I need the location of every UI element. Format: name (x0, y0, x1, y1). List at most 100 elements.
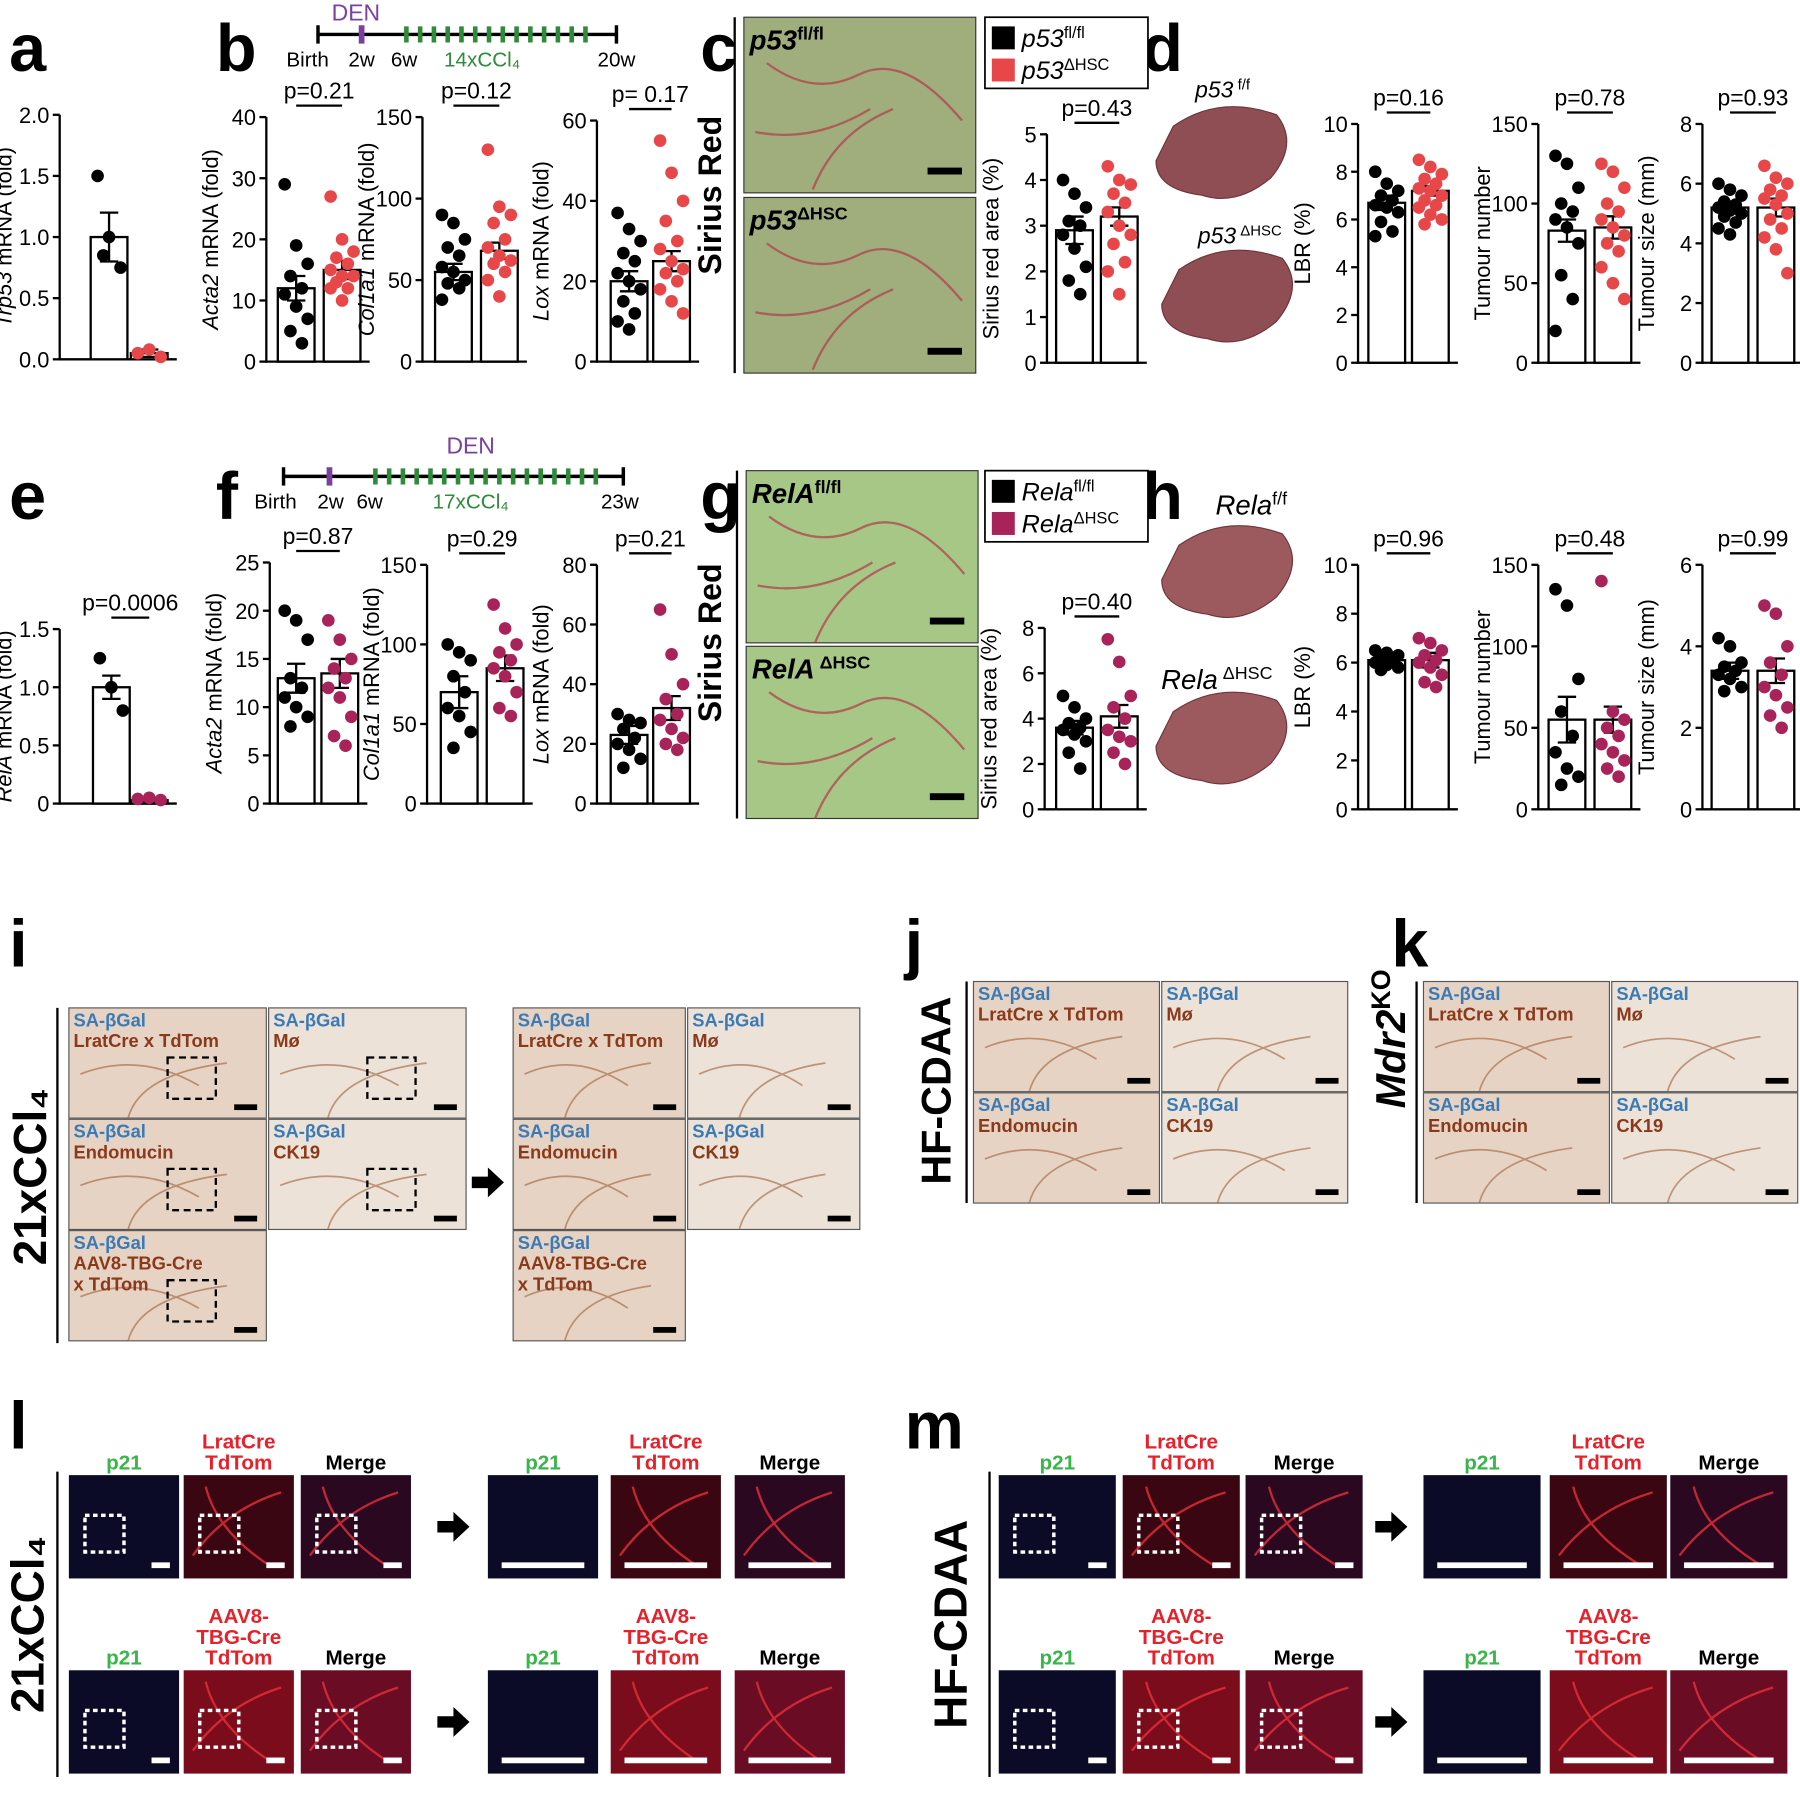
data-point (1723, 228, 1737, 241)
scale-bar (653, 1104, 677, 1111)
data-point (1758, 192, 1771, 205)
data-point (295, 336, 309, 350)
sa-bgal-label: SA-βGal (518, 1121, 590, 1142)
data-point (1595, 574, 1608, 588)
zoom-box (198, 1708, 241, 1749)
ihc-texture (80, 1284, 227, 1342)
image-label-sup: ΔHSC (797, 204, 848, 224)
data-point (1566, 292, 1580, 306)
fluorescence-image (1245, 1670, 1363, 1774)
arrow (471, 1167, 504, 1198)
y-axis-label: RelA mRNA (fold) (0, 630, 16, 802)
data-point (295, 281, 309, 295)
data-point (1618, 229, 1631, 242)
stain-side-label: Sirius Red (692, 563, 728, 722)
scale-bar (1088, 1562, 1107, 1569)
data-point (617, 246, 630, 260)
condition-side-label-sup: KO (1366, 969, 1396, 1009)
timeline-label: 6w (356, 491, 382, 514)
data-point (1618, 713, 1631, 726)
arrow (1375, 1707, 1408, 1737)
fluorescence-image (1549, 1475, 1667, 1579)
condition-side-label-gene: Mdr2 (1368, 1010, 1414, 1109)
y-tick-label: 2.0 (19, 103, 49, 128)
data-point (322, 614, 335, 627)
data-point (1549, 582, 1562, 596)
sa-bgal-label: SA-βGal (273, 1009, 345, 1030)
scale-bar (927, 167, 962, 175)
y-tick-label: 4 (1024, 168, 1036, 193)
data-point (622, 323, 636, 336)
data-point (659, 266, 673, 280)
data-point (611, 737, 624, 751)
y-tick-label: 50 (388, 268, 412, 293)
data-point (1560, 599, 1574, 612)
data-point (487, 216, 500, 230)
data-point (1572, 672, 1585, 686)
data-point (289, 700, 303, 714)
fluorescence-image (998, 1475, 1116, 1579)
y-tick-label: 150 (1492, 553, 1528, 578)
data-point (659, 737, 673, 751)
stain-label: CK19 (692, 1141, 739, 1162)
ihc-image (972, 1092, 1161, 1204)
legend-entry-sup: fl/fl (1074, 478, 1095, 496)
stain-label: Endomucin (978, 1115, 1078, 1136)
data-point (628, 307, 642, 320)
y-axis-label-text: mRNA (fold) (529, 161, 554, 286)
data-point (97, 249, 110, 262)
data-point (284, 269, 297, 283)
data-point (341, 281, 355, 295)
data-point (676, 194, 690, 208)
stain-label: Endomucin (1428, 1115, 1528, 1136)
ihc-image (972, 980, 1161, 1093)
data-point (665, 722, 678, 736)
data-point (670, 234, 684, 248)
stain-label: Mø (692, 1030, 719, 1051)
data-point (628, 731, 642, 745)
data-point (1549, 745, 1562, 759)
data-point (278, 288, 292, 301)
scale-bar (929, 617, 965, 625)
data-point (330, 251, 343, 265)
tdtom-signal (618, 1681, 709, 1764)
stain-label: x TdTom (518, 1273, 593, 1294)
zoom-box (166, 1056, 217, 1100)
data-point (339, 739, 352, 753)
data-point (487, 598, 500, 611)
data-point (447, 741, 460, 755)
data-point (510, 638, 523, 651)
data-point (1712, 222, 1725, 235)
ihc-texture (80, 1062, 227, 1119)
y-tick-label: 5 (247, 743, 259, 768)
data-point (441, 277, 455, 290)
y-tick-label: 100 (376, 187, 412, 212)
y-tick-label: 10 (235, 695, 259, 720)
fluorescence-image (1423, 1670, 1541, 1774)
y-tick-label: 0 (405, 792, 417, 817)
data-point (1758, 680, 1771, 694)
ihc-texture (698, 1173, 826, 1230)
image-label-gene: RelA (752, 478, 815, 509)
ihc-texture (1622, 1035, 1761, 1092)
scale-bar (1563, 1562, 1654, 1569)
data-point (278, 178, 292, 191)
fluorescence-image (998, 1670, 1116, 1774)
data-point (131, 346, 145, 360)
data-point (1101, 632, 1115, 646)
data-point (347, 245, 360, 258)
data-point (1595, 157, 1608, 171)
y-tick-label: 60 (562, 613, 586, 638)
channel-label: TBG-Cre (1566, 1626, 1651, 1649)
image-label-sup: fl/fl (797, 23, 824, 43)
fluorescence-image (1423, 1475, 1541, 1579)
bar (89, 235, 129, 361)
y-tick-label: 40 (232, 105, 256, 130)
data-point (1101, 205, 1115, 219)
channel-label: p21 (525, 1451, 561, 1474)
data-point (1418, 172, 1431, 186)
y-tick-label: 10 (232, 289, 256, 314)
data-point (278, 604, 292, 618)
data-point (93, 651, 107, 665)
data-point (1606, 165, 1620, 179)
